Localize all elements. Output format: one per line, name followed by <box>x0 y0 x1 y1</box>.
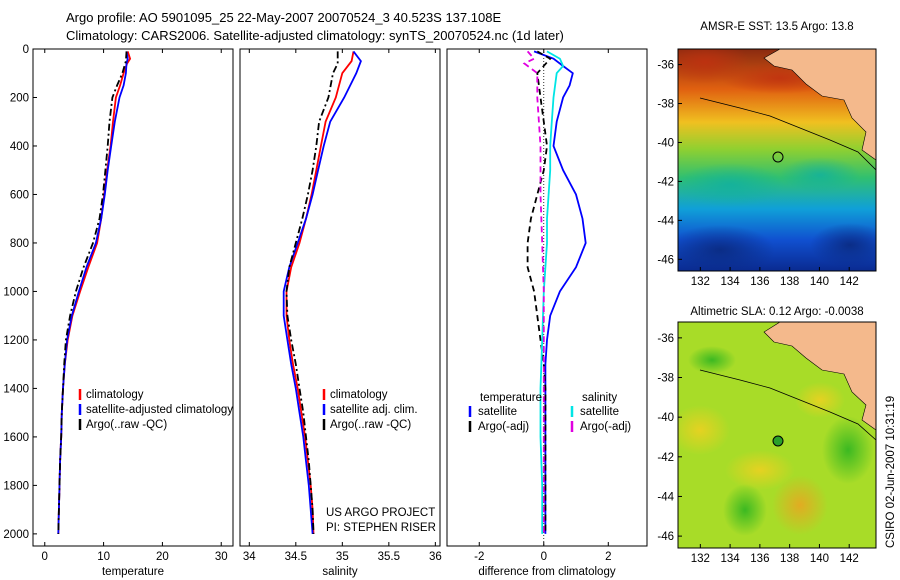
legend-label: satellite <box>580 406 619 418</box>
x-tick-label: 20 <box>156 551 169 563</box>
x-axis-label: temperature <box>102 566 164 578</box>
series-line <box>57 51 128 534</box>
argo-position-marker <box>772 435 784 447</box>
x-tick-label: 36 <box>429 551 442 563</box>
x-tick-label: 138 <box>780 553 799 565</box>
x-tick-label: 34.5 <box>285 551 307 563</box>
legend-label: satellite-adjusted climatology <box>86 404 233 416</box>
x-tick-label: 136 <box>750 276 769 288</box>
x-tick-label: 30 <box>215 551 228 563</box>
sla-map-title: Altimetric SLA: 0.12 Argo: -0.0038 <box>690 306 863 318</box>
sst-field <box>678 49 876 271</box>
series-line <box>57 51 129 534</box>
legend-label: Argo(..raw -QC) <box>330 419 411 431</box>
x-tick-label: 140 <box>810 553 829 565</box>
legend-label: climatology <box>86 389 144 401</box>
y-tick-label: -38 <box>657 373 674 385</box>
map-frame <box>677 321 877 549</box>
map-frame <box>677 48 877 272</box>
x-tick-label: 132 <box>691 553 710 565</box>
y-tick-label: 600 <box>10 189 29 201</box>
y-tick-label: -36 <box>657 60 674 72</box>
sla-field <box>678 322 876 548</box>
figure-title-line-2: Climatology: CARS2006. Satellite-adjuste… <box>66 28 564 43</box>
x-tick-label: 134 <box>721 553 741 565</box>
land-mass <box>763 322 876 431</box>
y-tick-label: 2000 <box>3 529 29 541</box>
y-tick-label: -40 <box>657 412 674 424</box>
legend-label: satellite adj. clim. <box>330 404 418 416</box>
legend-label: satellite <box>478 406 517 418</box>
x-tick-label: 10 <box>97 551 110 563</box>
y-tick-label: 1800 <box>3 480 29 492</box>
sst-map-title: AMSR-E SST: 13.5 Argo: 13.8 <box>700 21 853 33</box>
y-tick-label: -46 <box>657 254 674 266</box>
y-tick-label: 1400 <box>3 383 29 395</box>
sla-map-panel: Altimetric SLA: 0.12 Argo: -0.0038 132 13… <box>657 306 877 565</box>
land-mass <box>763 49 876 161</box>
y-tick-label: 1600 <box>3 432 29 444</box>
argo-position-marker <box>772 151 784 163</box>
y-tick-label: -44 <box>657 491 674 503</box>
x-tick-label: 134 <box>721 276 741 288</box>
x-tick-label: 142 <box>840 553 859 565</box>
y-tick-label: -42 <box>657 176 674 188</box>
y-tick-label: -42 <box>657 452 674 464</box>
shelf-contour <box>699 97 876 171</box>
series-line <box>539 50 565 534</box>
x-tick-label: 0 <box>42 551 48 563</box>
temperature-profile-panel: 0 10 20 30 0 200 400 600 800 1000 1200 1400 1600 1800… <box>3 44 234 578</box>
x-axis-label: salinity <box>322 566 357 578</box>
x-tick-label: 132 <box>691 276 710 288</box>
x-tick-label: 140 <box>810 276 829 288</box>
legend-group-title: temperature <box>480 392 542 404</box>
series-line <box>522 50 545 534</box>
x-tick-label: 138 <box>780 276 799 288</box>
x-axis-label: difference from climatology <box>478 566 615 578</box>
y-tick-label: -36 <box>657 333 674 345</box>
plot-frame <box>446 48 648 547</box>
x-tick-label: 142 <box>840 276 859 288</box>
y-tick-label: 400 <box>10 141 29 153</box>
series-line <box>282 50 362 534</box>
legend-label: climatology <box>330 389 388 401</box>
legend-group-title: salinity <box>582 392 617 404</box>
difference-profile-panel: -2 0 2 difference from climatology temperatu… <box>446 48 648 578</box>
legend-label: Argo(-adj) <box>580 421 631 433</box>
x-tick-label: 34 <box>243 551 256 563</box>
x-tick-label: 35.5 <box>378 551 400 563</box>
sst-map-panel: AMSR-E SST: 13.5 Argo: 13.8 132 134 136 138… <box>657 21 877 288</box>
legend-label: Argo(..raw -QC) <box>86 419 167 431</box>
x-tick-label: 2 <box>605 551 611 563</box>
timestamp-stamp: CSIRO 02-Jun-2007 10:31:19 <box>885 396 897 548</box>
x-tick-label: 136 <box>750 553 769 565</box>
x-tick-label: -2 <box>474 551 484 563</box>
plot-frame <box>239 48 441 547</box>
project-credit: US ARGO PROJECT <box>326 507 435 519</box>
x-tick-label: 0 <box>541 551 547 563</box>
pi-credit: PI: STEPHEN RISER <box>326 522 436 534</box>
y-tick-label: -46 <box>657 531 674 543</box>
shelf-contour <box>699 369 876 441</box>
y-tick-label: 0 <box>23 44 29 56</box>
x-tick-label: 35 <box>336 551 349 563</box>
plot-frame <box>32 48 234 547</box>
figure-title-line-1: Argo profile: AO 5901095_25 22-May-2007 … <box>66 10 501 25</box>
series-line <box>526 50 552 534</box>
salinity-profile-panel: 34 34.5 35 35.5 36 salinity climatology satelli… <box>239 48 442 578</box>
y-tick-label: -40 <box>657 137 674 149</box>
y-tick-label: 1200 <box>3 335 29 347</box>
y-tick-label: 1000 <box>3 286 29 298</box>
y-tick-label: -38 <box>657 99 674 111</box>
series-line <box>285 51 339 534</box>
y-tick-label: 200 <box>10 92 29 104</box>
y-tick-label: 800 <box>10 238 29 250</box>
y-tick-label: -44 <box>657 215 674 227</box>
legend-label: Argo(-adj) <box>478 421 529 433</box>
